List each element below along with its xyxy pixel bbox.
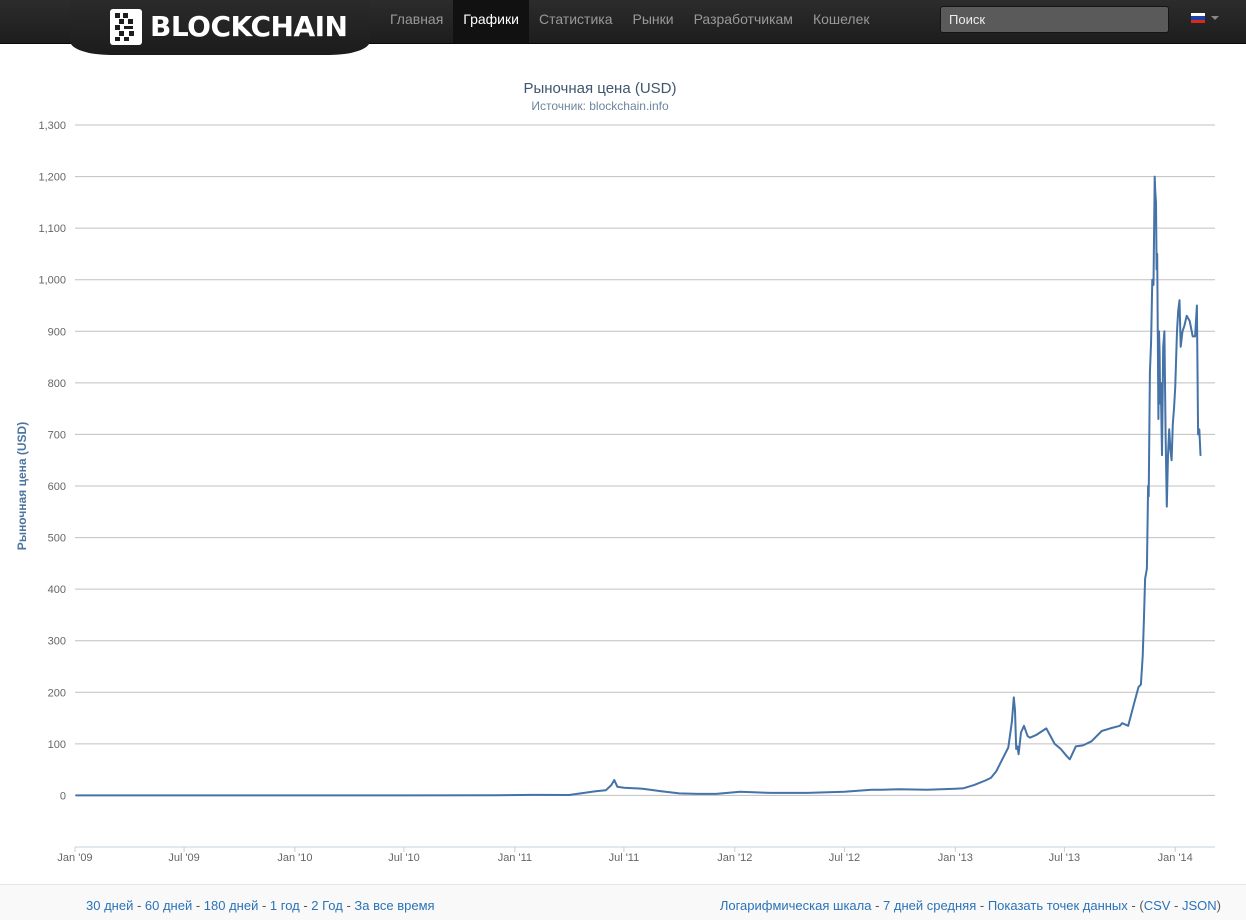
x-tick-label: Jul '13 [1049, 852, 1080, 864]
y-tick-label: 400 [48, 584, 66, 596]
y-tick-label: 600 [48, 481, 66, 493]
range-1-year-link[interactable]: 1 год [269, 898, 300, 913]
x-tick-label: Jan '13 [938, 852, 973, 864]
x-tick-label: Jul '12 [829, 852, 860, 864]
y-tick-label: 1,100 [38, 223, 66, 235]
chart-title: Рыночная цена (USD) [523, 80, 677, 97]
y-tick-label: 200 [48, 687, 66, 699]
blockchain-logo-icon [110, 9, 142, 45]
language-caret-icon[interactable] [1211, 16, 1219, 20]
y-axis-label: Рыночная цена (USD) [15, 422, 29, 550]
y-tick-label: 1,000 [38, 275, 66, 287]
price-chart: 0 100 200 300 400 500 600 700 800 900 1,000 1,100 1,… [15, 120, 1215, 864]
y-tick-label: 800 [48, 378, 66, 390]
x-tick-label: Jul '11 [609, 852, 640, 864]
range-30-days-link[interactable]: 30 дней [86, 898, 134, 913]
x-tick-label: Jan '14 [1158, 852, 1193, 864]
nav-item-stats[interactable]: Статистика [538, 11, 613, 27]
chart-subtitle: Источник: blockchain.info [531, 99, 669, 113]
time-range-links: 30 дней - 60 дней - 180 дней - 1 год - 2… [86, 898, 435, 913]
russia-flag-icon[interactable] [1191, 13, 1205, 23]
export-csv-link[interactable]: CSV [1143, 898, 1171, 913]
logo-text: BLOCKCHAIN [150, 10, 348, 43]
y-tick-label: 0 [60, 790, 66, 802]
top-navbar: BLOCKCHAIN Главная Графики Статистика Ры… [0, 0, 1246, 55]
y-tick-label: 500 [48, 533, 66, 545]
price-series-line [75, 175, 1202, 797]
range-2-years-link[interactable]: 2 Год [311, 898, 343, 913]
chart-footer: 30 дней - 60 дней - 180 дней - 1 год - 2… [0, 884, 1246, 920]
y-tick-label: 300 [48, 636, 66, 648]
y-tick-label: 1,300 [38, 120, 66, 132]
seven-day-average-link[interactable]: 7 дней средняя [883, 898, 977, 913]
main-nav: Главная Графики Статистика Рынки Разрабо… [380, 0, 880, 43]
x-tick-label: Jul '09 [168, 852, 199, 864]
range-180-days-link[interactable]: 180 дней [203, 898, 259, 913]
x-tick-label: Jan '10 [277, 852, 312, 864]
nav-item-developers[interactable]: Разработчикам [693, 11, 793, 27]
range-all-time-link[interactable]: За все время [354, 898, 435, 913]
nav-item-home[interactable]: Главная [390, 11, 444, 27]
x-tick-label: Jan '09 [57, 852, 92, 864]
x-tick-label: Jan '11 [498, 852, 532, 864]
y-tick-label: 900 [48, 326, 66, 338]
range-60-days-link[interactable]: 60 дней [144, 898, 193, 913]
nav-item-markets[interactable]: Рынки [632, 11, 674, 27]
nav-item-charts[interactable]: Графики [453, 0, 529, 43]
y-tick-label: 1,200 [38, 172, 66, 184]
y-tick-label: 100 [48, 739, 66, 751]
y-tick-label: 700 [48, 429, 66, 441]
chart-options-links: Логарифмическая шкала - 7 дней средняя -… [719, 898, 1221, 913]
x-tick-label: Jul '10 [388, 852, 419, 864]
blockchain-logo[interactable]: BLOCKCHAIN [108, 6, 348, 48]
export-json-link[interactable]: JSON [1181, 898, 1217, 913]
search-input[interactable] [940, 6, 1169, 33]
nav-item-wallet[interactable]: Кошелек [812, 11, 870, 27]
log-scale-link[interactable]: Логарифмическая шкала [719, 898, 872, 913]
show-data-points-link[interactable]: Показать точек данных [987, 898, 1128, 913]
x-tick-label: Jan '12 [717, 852, 752, 864]
